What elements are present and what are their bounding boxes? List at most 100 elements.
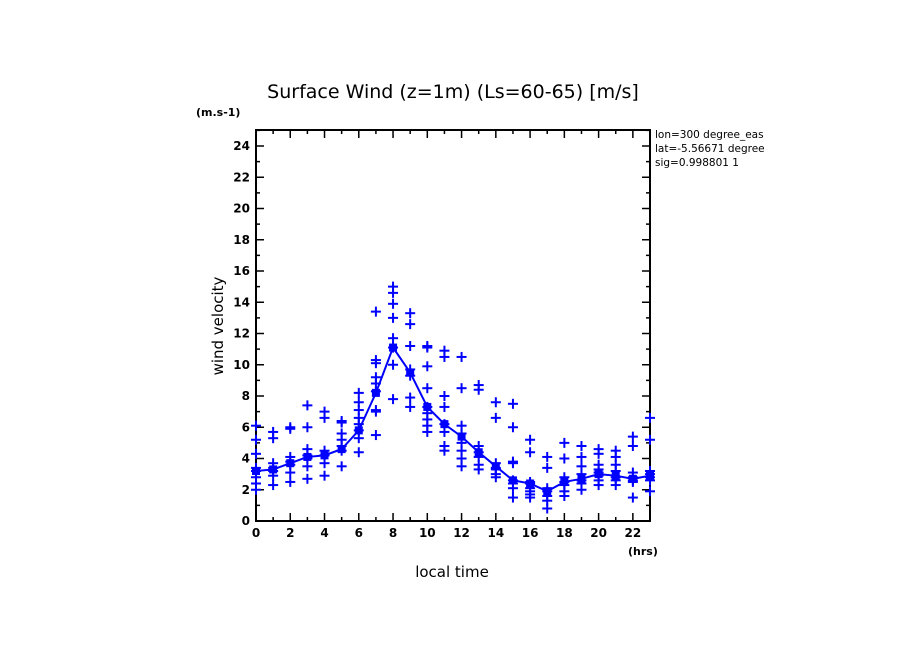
y-tick-label: 4 — [242, 452, 250, 466]
plot-frame — [255, 129, 651, 522]
y-tick-label: 20 — [233, 202, 250, 216]
x-tick-label: 0 — [252, 526, 260, 540]
y-tick-label: 14 — [233, 295, 250, 309]
data-point — [593, 448, 604, 459]
mean-point — [337, 445, 346, 454]
x-unit-label: (hrs) — [628, 545, 658, 558]
mean-point — [354, 426, 363, 435]
x-tick-label: 16 — [522, 526, 539, 540]
data-point — [525, 434, 536, 445]
data-point — [405, 341, 416, 351]
data-point — [251, 434, 261, 445]
info-lon: lon=300 degree_eas — [655, 129, 764, 141]
mean-point — [628, 474, 637, 483]
data-point — [507, 492, 518, 503]
data-point — [405, 401, 416, 412]
data-point — [507, 483, 518, 494]
data-point — [285, 476, 296, 487]
data-point — [251, 420, 261, 431]
y-tick-label: 24 — [233, 139, 250, 153]
info-lat: lat=-5.56671 degree — [655, 143, 765, 155]
mean-point — [406, 368, 415, 377]
data-point — [319, 458, 330, 469]
data-point — [627, 441, 638, 451]
y-tick-label: 10 — [233, 358, 250, 372]
x-tick-label: 20 — [590, 526, 607, 540]
mean-line — [255, 345, 651, 493]
data-point — [405, 319, 416, 330]
x-tick-label: 4 — [320, 526, 328, 540]
data-point — [525, 447, 536, 458]
y-tick-label: 18 — [233, 233, 250, 247]
data-point — [388, 298, 399, 309]
mean-point — [389, 343, 398, 352]
data-point — [559, 491, 570, 501]
x-tick-label: 6 — [355, 526, 363, 540]
data-point — [405, 308, 416, 319]
mean-point — [320, 451, 329, 460]
x-tick-label: 22 — [625, 526, 642, 540]
data-point — [422, 342, 433, 353]
x-tick-label: 8 — [389, 526, 397, 540]
data-point — [251, 448, 261, 459]
data-point — [268, 480, 279, 491]
data-point — [542, 503, 553, 514]
data-point — [319, 470, 330, 481]
data-point — [422, 383, 433, 394]
y-tick-label: 16 — [233, 264, 250, 278]
data-point — [593, 480, 604, 491]
data-point — [645, 412, 655, 423]
mean-point — [646, 471, 654, 480]
data-point — [422, 426, 433, 437]
y-axis-label: wind velocity — [209, 276, 227, 375]
data-point — [542, 462, 553, 473]
data-point — [370, 358, 381, 369]
data-point — [353, 387, 364, 398]
data-point — [370, 306, 381, 317]
data-point — [302, 400, 313, 411]
chart-title: Surface Wind (z=1m) (Ls=60-65) [m/s] — [267, 81, 639, 103]
data-point — [525, 492, 536, 503]
x-axis-label: local time — [415, 563, 489, 581]
data-point — [542, 451, 553, 462]
data-point — [405, 392, 416, 403]
data-point — [456, 351, 467, 362]
data-point — [507, 422, 518, 433]
data-point — [251, 484, 261, 495]
data-point — [388, 333, 399, 344]
mean-point — [269, 465, 278, 474]
mean-point — [577, 474, 586, 483]
data-point — [576, 484, 587, 495]
data-point — [319, 412, 330, 423]
data-point — [576, 441, 587, 451]
data-point — [302, 422, 313, 433]
mean-point — [252, 467, 260, 475]
data-point — [456, 461, 467, 472]
data-point — [353, 447, 364, 458]
data-point — [285, 467, 296, 478]
data-point — [627, 492, 638, 503]
data-point — [285, 423, 296, 434]
data-point — [439, 401, 450, 412]
mean-point — [474, 448, 483, 457]
mean-point — [457, 432, 466, 441]
mean-point — [423, 402, 432, 411]
location-info: lon=300 degree_eas lat=-5.56671 degree s… — [655, 129, 765, 169]
data-point — [388, 312, 399, 323]
x-tick-label: 12 — [453, 526, 470, 540]
data-point — [627, 431, 638, 442]
mean-point — [303, 452, 312, 461]
mean-point — [526, 479, 535, 488]
y-tick-label: 0 — [242, 514, 250, 528]
y-tick-label: 6 — [242, 420, 250, 434]
y-unit-label: (m.s-1) — [196, 106, 240, 119]
mean-point — [543, 487, 552, 496]
y-tick-label: 22 — [233, 170, 250, 184]
data-point — [610, 480, 621, 491]
data-point — [473, 464, 484, 475]
data-point — [473, 384, 484, 395]
x-tick-label: 14 — [487, 526, 504, 540]
data-point — [353, 433, 364, 444]
mean-point — [508, 476, 517, 485]
mean-point — [371, 388, 380, 397]
